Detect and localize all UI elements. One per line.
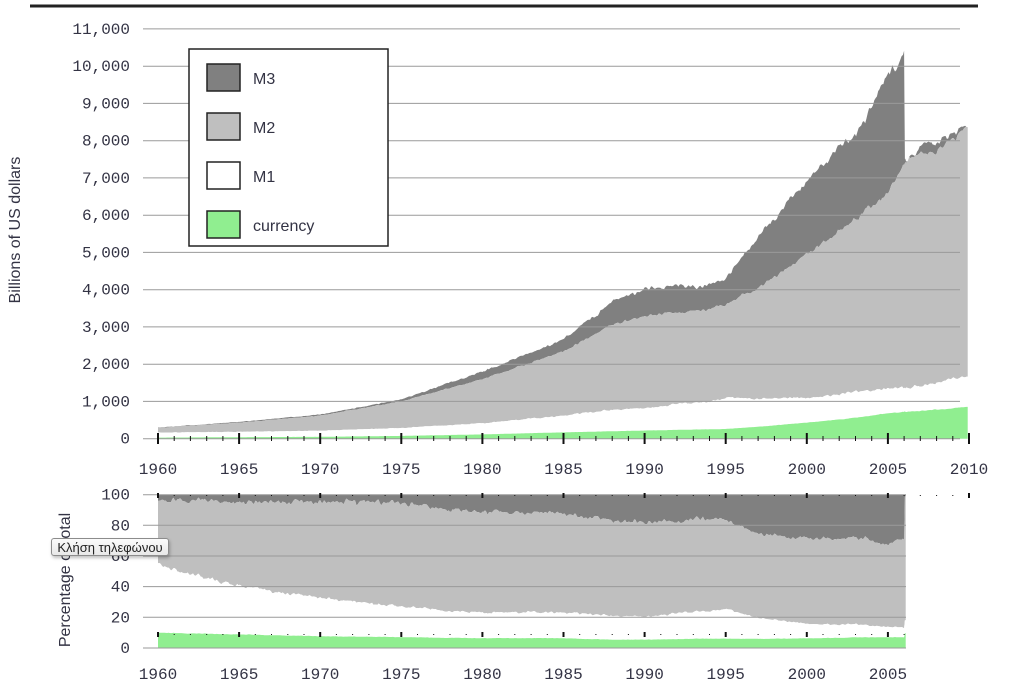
svg-text:100: 100 [101, 487, 130, 505]
svg-text:4,000: 4,000 [82, 282, 130, 300]
svg-text:1960: 1960 [139, 461, 177, 479]
svg-text:1970: 1970 [301, 666, 339, 684]
svg-text:1970: 1970 [301, 461, 339, 479]
svg-text:3,000: 3,000 [82, 319, 130, 337]
svg-text:5,000: 5,000 [82, 244, 130, 262]
svg-text:1995: 1995 [706, 666, 744, 684]
svg-text:1980: 1980 [463, 461, 501, 479]
svg-text:0: 0 [120, 640, 130, 658]
svg-text:M2: M2 [253, 120, 275, 137]
svg-text:Billions of US dollars: Billions of US dollars [7, 157, 24, 304]
svg-text:1975: 1975 [382, 666, 420, 684]
svg-text:M1: M1 [253, 169, 275, 186]
svg-text:2000: 2000 [788, 461, 826, 479]
svg-text:8,000: 8,000 [82, 133, 130, 151]
svg-text:M3: M3 [253, 71, 275, 88]
svg-text:20: 20 [111, 609, 130, 627]
svg-text:10,000: 10,000 [72, 58, 130, 76]
svg-text:1990: 1990 [625, 461, 663, 479]
svg-text:1985: 1985 [544, 461, 582, 479]
svg-text:1980: 1980 [463, 666, 501, 684]
svg-text:1965: 1965 [220, 666, 258, 684]
svg-text:80: 80 [111, 517, 130, 535]
svg-text:9,000: 9,000 [82, 95, 130, 113]
svg-text:11,000: 11,000 [72, 21, 130, 39]
svg-text:2000: 2000 [788, 666, 826, 684]
svg-text:1995: 1995 [706, 461, 744, 479]
svg-text:6,000: 6,000 [82, 207, 130, 225]
svg-text:2010: 2010 [950, 461, 988, 479]
svg-text:2,000: 2,000 [82, 356, 130, 374]
svg-text:1985: 1985 [544, 666, 582, 684]
svg-text:1965: 1965 [220, 461, 258, 479]
svg-text:1990: 1990 [625, 666, 663, 684]
svg-text:7,000: 7,000 [82, 170, 130, 188]
svg-text:2005: 2005 [869, 461, 907, 479]
svg-text:currency: currency [253, 218, 314, 235]
svg-text:1975: 1975 [382, 461, 420, 479]
svg-text:Percentage of total: Percentage of total [57, 513, 74, 647]
svg-text:0: 0 [120, 431, 130, 449]
svg-text:1960: 1960 [139, 666, 177, 684]
svg-text:1,000: 1,000 [82, 393, 130, 411]
svg-text:40: 40 [111, 579, 130, 597]
svg-text:2005: 2005 [869, 666, 907, 684]
